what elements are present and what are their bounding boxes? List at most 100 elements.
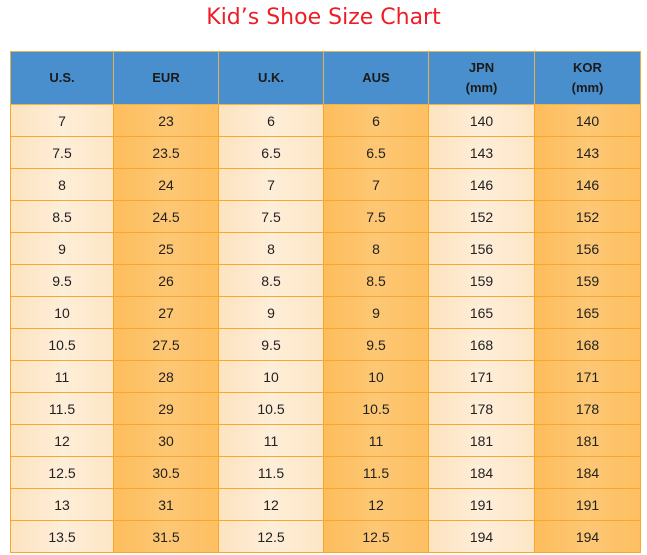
cell-us: 9.5 <box>10 264 114 297</box>
cell-kor: 171 <box>534 360 641 393</box>
cell-eur: 23 <box>113 104 219 137</box>
cell-jpn: 178 <box>428 392 535 425</box>
cell-eur: 23.5 <box>113 136 219 169</box>
cell-eur: 27.5 <box>113 328 219 361</box>
cell-eur: 29 <box>113 392 219 425</box>
table-row: 13.5 31.5 12.5 12.5 194 194 <box>10 520 641 553</box>
cell-kor: 165 <box>534 296 641 329</box>
table-row: 9.5 26 8.5 8.5 159 159 <box>10 264 641 297</box>
cell-uk: 10.5 <box>218 392 324 425</box>
header-aus: AUS <box>323 51 429 105</box>
cell-aus: 8 <box>323 232 429 265</box>
header-label: KOR <box>573 60 602 75</box>
cell-us: 11 <box>10 360 114 393</box>
cell-aus: 7 <box>323 168 429 201</box>
table-row: 8 24 7 7 146 146 <box>10 168 641 201</box>
table-row: 10.5 27.5 9.5 9.5 168 168 <box>10 328 641 361</box>
cell-uk: 9 <box>218 296 324 329</box>
table-row: 9 25 8 8 156 156 <box>10 232 641 265</box>
cell-kor: 178 <box>534 392 641 425</box>
table-row: 8.5 24.5 7.5 7.5 152 152 <box>10 200 641 233</box>
header-row: U.S. EUR U.K. AUS JPN (mm) KOR (mm) <box>10 51 641 105</box>
table-row: 7 23 6 6 140 140 <box>10 104 641 137</box>
cell-kor: 191 <box>534 488 641 521</box>
cell-eur: 26 <box>113 264 219 297</box>
header-jpn: JPN (mm) <box>428 51 535 105</box>
cell-eur: 30 <box>113 424 219 457</box>
table-row: 11.5 29 10.5 10.5 178 178 <box>10 392 641 425</box>
cell-us: 10.5 <box>10 328 114 361</box>
cell-jpn: 140 <box>428 104 535 137</box>
table-row: 7.5 23.5 6.5 6.5 143 143 <box>10 136 641 169</box>
cell-aus: 12.5 <box>323 520 429 553</box>
cell-uk: 11 <box>218 424 324 457</box>
header-label: JPN <box>468 60 495 75</box>
cell-aus: 6.5 <box>323 136 429 169</box>
cell-jpn: 171 <box>428 360 535 393</box>
table-row: 12 30 11 11 181 181 <box>10 424 641 457</box>
cell-eur: 27 <box>113 296 219 329</box>
cell-jpn: 194 <box>428 520 535 553</box>
cell-uk: 11.5 <box>218 456 324 489</box>
header-uk: U.K. <box>218 51 324 105</box>
cell-kor: 156 <box>534 232 641 265</box>
cell-eur: 30.5 <box>113 456 219 489</box>
cell-uk: 10 <box>218 360 324 393</box>
cell-jpn: 181 <box>428 424 535 457</box>
cell-jpn: 159 <box>428 264 535 297</box>
cell-eur: 24 <box>113 168 219 201</box>
cell-us: 8.5 <box>10 200 114 233</box>
cell-uk: 12 <box>218 488 324 521</box>
cell-us: 12.5 <box>10 456 114 489</box>
cell-jpn: 165 <box>428 296 535 329</box>
cell-kor: 184 <box>534 456 641 489</box>
cell-aus: 8.5 <box>323 264 429 297</box>
table-row: 11 28 10 10 171 171 <box>10 360 641 393</box>
cell-kor: 140 <box>534 104 641 137</box>
cell-uk: 9.5 <box>218 328 324 361</box>
cell-uk: 8 <box>218 232 324 265</box>
cell-us: 7.5 <box>10 136 114 169</box>
cell-us: 13.5 <box>10 520 114 553</box>
cell-jpn: 146 <box>428 168 535 201</box>
cell-jpn: 152 <box>428 200 535 233</box>
chart-title: Kid’s Shoe Size Chart <box>206 5 441 30</box>
cell-us: 8 <box>10 168 114 201</box>
shoe-size-table: U.S. EUR U.K. AUS JPN (mm) KOR (mm) 7 23 6 6 1… <box>10 51 641 553</box>
header-label: U.S. <box>49 70 75 85</box>
cell-uk: 8.5 <box>218 264 324 297</box>
cell-us: 9 <box>10 232 114 265</box>
table-body: 7 23 6 6 140 140 7.5 23.5 6.5 6.5 143 143 8 24 7 7 146 14… <box>10 104 641 553</box>
cell-jpn: 184 <box>428 456 535 489</box>
cell-aus: 10.5 <box>323 392 429 425</box>
cell-kor: 181 <box>534 424 641 457</box>
cell-us: 12 <box>10 424 114 457</box>
cell-kor: 159 <box>534 264 641 297</box>
table-row: 10 27 9 9 165 165 <box>10 296 641 329</box>
table-row: 12.5 30.5 11.5 11.5 184 184 <box>10 456 641 489</box>
cell-us: 13 <box>10 488 114 521</box>
cell-eur: 28 <box>113 360 219 393</box>
header-unit: (mm) <box>465 80 498 95</box>
cell-jpn: 168 <box>428 328 535 361</box>
cell-us: 11.5 <box>10 392 114 425</box>
cell-kor: 194 <box>534 520 641 553</box>
cell-aus: 12 <box>323 488 429 521</box>
cell-kor: 168 <box>534 328 641 361</box>
cell-jpn: 156 <box>428 232 535 265</box>
cell-us: 7 <box>10 104 114 137</box>
cell-eur: 31.5 <box>113 520 219 553</box>
cell-uk: 6 <box>218 104 324 137</box>
cell-aus: 7.5 <box>323 200 429 233</box>
cell-aus: 11.5 <box>323 456 429 489</box>
cell-us: 10 <box>10 296 114 329</box>
cell-kor: 152 <box>534 200 641 233</box>
cell-uk: 7.5 <box>218 200 324 233</box>
table-row: 13 31 12 12 191 191 <box>10 488 641 521</box>
header-label: EUR <box>152 70 180 85</box>
cell-uk: 12.5 <box>218 520 324 553</box>
cell-kor: 146 <box>534 168 641 201</box>
header-label: AUS <box>362 70 390 85</box>
header-eur: EUR <box>113 51 219 105</box>
header-label: U.K. <box>258 70 284 85</box>
